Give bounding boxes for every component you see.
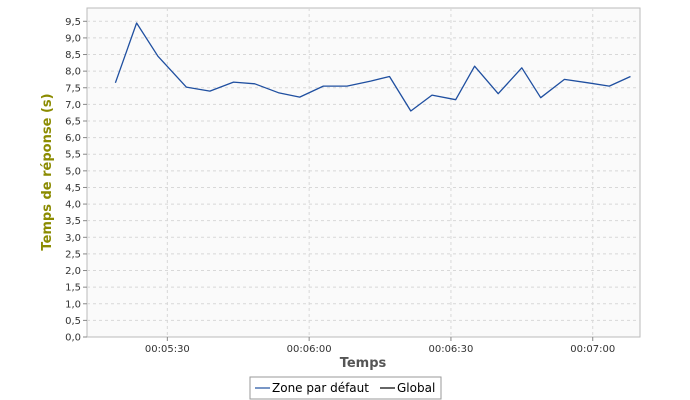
y-tick-label: 9,5	[65, 17, 81, 28]
y-tick-label: 4,0	[65, 200, 81, 211]
y-tick-label: 4,5	[65, 183, 81, 194]
y-tick-label: 2,0	[65, 266, 81, 277]
y-tick-label: 3,5	[65, 216, 81, 227]
y-tick-label: 2,5	[65, 249, 81, 260]
x-tick-label: 00:05:30	[145, 344, 190, 355]
x-axis: 00:05:30 00:06:00 00:06:30 00:07:00	[145, 337, 615, 355]
x-tick-label: 00:07:00	[570, 344, 615, 355]
x-tick-label: 00:06:00	[287, 344, 332, 355]
grid-lines	[87, 8, 640, 337]
y-tick-label: 8,5	[65, 50, 81, 61]
series-lines	[114, 22, 631, 112]
y-tick-label: 0,5	[65, 316, 81, 327]
plot-area	[86, 7, 641, 338]
legend-box	[249, 376, 442, 400]
y-tick-label: 5,0	[65, 166, 81, 177]
y-tick-label: 5,5	[65, 150, 81, 161]
y-tick-label: 9,0	[65, 33, 81, 44]
y-tick-label: 7,5	[65, 83, 81, 94]
x-axis-title: Temps	[340, 356, 387, 371]
y-tick-label: 6,0	[65, 133, 81, 144]
x-tick-label: 00:06:30	[428, 344, 473, 355]
series-line-0	[114, 22, 631, 112]
legend-label-global: Global	[397, 381, 435, 395]
legend: Zone par défaut Global	[249, 376, 442, 400]
y-tick-label: 0,0	[65, 333, 81, 344]
y-tick-label: 6,5	[65, 116, 81, 127]
y-tick-label: 8,0	[65, 67, 81, 78]
y-tick-label: 1,0	[65, 299, 81, 310]
legend-label-zone-par-defaut: Zone par défaut	[272, 381, 369, 395]
y-axis: 0,0 0,5 1,0 1,5 2,0 2,5 3,0 3,5 4,0 4,5 5,0 5,5 6,0 6…	[65, 17, 87, 344]
y-tick-label: 1,5	[65, 283, 81, 294]
y-axis-title: Temps de réponse (s)	[40, 93, 55, 250]
y-tick-label: 3,0	[65, 233, 81, 244]
y-tick-label: 7,0	[65, 100, 81, 111]
